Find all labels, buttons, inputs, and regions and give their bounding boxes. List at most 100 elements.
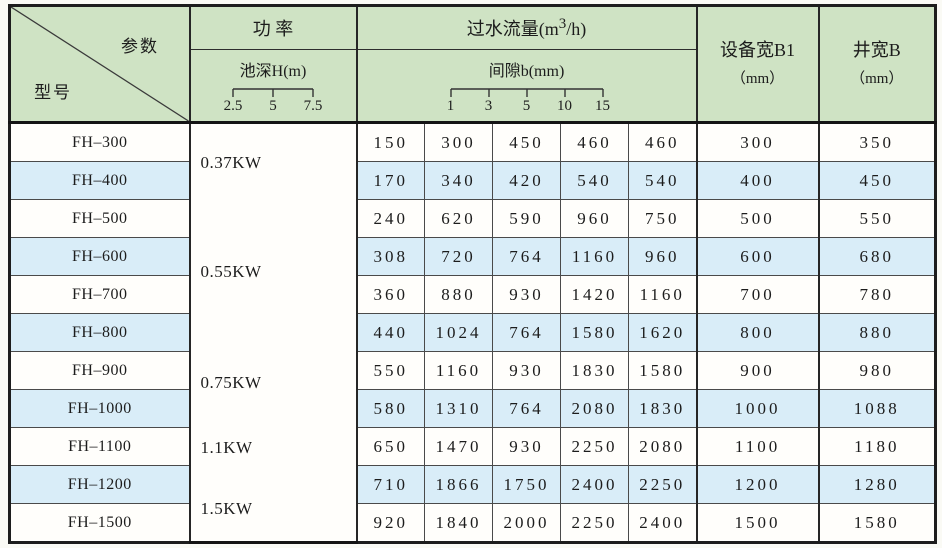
depth-tick-labels: 2.5 5 7.5 (213, 98, 333, 115)
well-width-unit: （mm） (850, 71, 904, 87)
flow-cell: 2080 (627, 427, 698, 466)
well-width-cell: 780 (817, 275, 937, 314)
gap-tick: 5 (522, 98, 531, 114)
well-width-cell: 1580 (817, 503, 937, 543)
flow-cell: 1580 (627, 351, 698, 390)
cubic-superscript: 3 (558, 16, 567, 32)
flow-cell: 420 (492, 161, 561, 200)
flow-cell: 764 (492, 237, 561, 276)
flow-cell: 1024 (424, 313, 493, 352)
device-width-cell: 1000 (695, 389, 820, 428)
flow-cell: 460 (627, 122, 698, 162)
flow-cell: 580 (355, 389, 425, 428)
flow-cell: 960 (627, 237, 698, 276)
table-row: FH–900 550 1160 930 1830 1580 900 980 (9, 351, 937, 390)
well-width-cell: 880 (817, 313, 937, 352)
flow-cell: 550 (355, 351, 425, 390)
model-cell: FH–600 (9, 237, 190, 276)
corner-param-label: 参数 (121, 37, 160, 57)
gap-tick: 3 (484, 98, 493, 114)
flow-cell: 1866 (424, 465, 493, 504)
table-row: FH–500 240 620 590 960 750 500 550 (9, 199, 937, 238)
device-width-unit: （mm） (730, 71, 785, 87)
power-rating: 1.5KW (200, 498, 253, 518)
well-width-cell: 450 (817, 161, 937, 200)
flow-cell: 1580 (560, 313, 629, 352)
depth-tick: 2.5 (223, 98, 243, 114)
table-row: FH–300 0.37KW 0.55KW 0.75KW 1.1KW 1.5KW … (9, 122, 937, 544)
well-width-cell: 1280 (817, 465, 937, 504)
model-cell: FH–800 (9, 313, 190, 352)
corner-model-label: 型号 (34, 82, 73, 102)
power-ratings-cell: 0.37KW 0.55KW 0.75KW 1.1KW 1.5KW (188, 122, 357, 544)
table-row: FH–600 308 720 764 1160 960 600 680 (9, 237, 937, 276)
flow-cell: 930 (492, 427, 561, 466)
power-rating: 0.55KW (200, 261, 262, 281)
flow-cell: 880 (424, 275, 493, 314)
model-cell: FH–1000 (9, 389, 190, 428)
flow-cell: 1620 (627, 313, 698, 352)
power-column-header: 功 率 (188, 5, 357, 50)
model-cell: FH–500 (9, 199, 190, 238)
model-cell: FH–900 (9, 351, 190, 390)
flow-cell: 650 (355, 427, 425, 466)
device-width-cell: 800 (695, 313, 820, 352)
diagonal-divider (11, 7, 189, 121)
flow-cell: 2400 (627, 503, 698, 543)
flow-cell: 150 (355, 122, 425, 162)
flow-cell: 308 (355, 237, 425, 276)
table-row: FH–400 170 340 420 540 540 400 450 (9, 161, 937, 200)
flow-cell: 590 (492, 199, 561, 238)
flow-cell: 764 (492, 389, 561, 428)
pool-depth-subheader: 池深H(m) 2.5 5 7.5 (188, 49, 357, 124)
table-row: FH–700 360 880 930 1420 1160 700 780 (9, 275, 937, 314)
depth-bracket (232, 88, 314, 97)
well-width-cell: 1088 (817, 389, 937, 428)
pool-depth-label: 池深H(m) (239, 63, 307, 80)
corner-header-cell: 参数 型号 (9, 5, 190, 124)
flow-cell: 1160 (560, 237, 629, 276)
flow-cell: 360 (355, 275, 425, 314)
model-cell: FH–1200 (9, 465, 190, 504)
flow-cell: 540 (627, 161, 698, 200)
flow-cell: 450 (492, 122, 561, 162)
flow-cell: 1750 (492, 465, 561, 504)
depth-tick: 7.5 (303, 98, 323, 114)
flow-cell: 240 (355, 199, 425, 238)
gap-tick: 1 (446, 98, 455, 114)
flow-cell: 2250 (560, 503, 629, 543)
flow-cell: 960 (560, 199, 629, 238)
gap-tick: 10 (557, 98, 572, 114)
flow-cell: 2080 (560, 389, 629, 428)
gap-tick: 15 (595, 98, 610, 114)
flow-cell: 1160 (424, 351, 493, 390)
flow-cell: 460 (560, 122, 629, 162)
flow-cell: 920 (355, 503, 425, 543)
well-width-cell: 350 (817, 122, 937, 162)
device-width-header: 设备宽B1 （mm） (695, 5, 820, 124)
device-width-cell: 1500 (695, 503, 820, 543)
well-width-cell: 1180 (817, 427, 937, 466)
well-width-header: 井宽B （mm） (817, 5, 937, 124)
device-width-cell: 400 (695, 161, 820, 200)
well-width-title: 井宽B (852, 40, 901, 60)
flow-cell: 340 (424, 161, 493, 200)
table-row: FH–1500 920 1840 2000 2250 2400 1500 158… (9, 503, 937, 543)
power-rating: 0.75KW (200, 373, 262, 393)
fh-spec-table: 参数 型号 功 率 过水流量(m3/h) 设备宽B1 （mm） 井宽B （mm）… (8, 4, 938, 544)
depth-tick: 5 (269, 98, 277, 114)
flow-cell: 1830 (627, 389, 698, 428)
flow-cell: 170 (355, 161, 425, 200)
device-width-cell: 900 (695, 351, 820, 390)
flow-cell: 1470 (424, 427, 493, 466)
well-width-cell: 550 (817, 199, 937, 238)
device-width-cell: 600 (695, 237, 820, 276)
model-cell: FH–1100 (9, 427, 190, 466)
flow-cell: 1420 (560, 275, 629, 314)
flow-cell: 1160 (627, 275, 698, 314)
model-cell: FH–1500 (9, 503, 190, 543)
flow-cell: 1830 (560, 351, 629, 390)
flow-cell: 764 (492, 313, 561, 352)
flow-cell: 2400 (560, 465, 629, 504)
